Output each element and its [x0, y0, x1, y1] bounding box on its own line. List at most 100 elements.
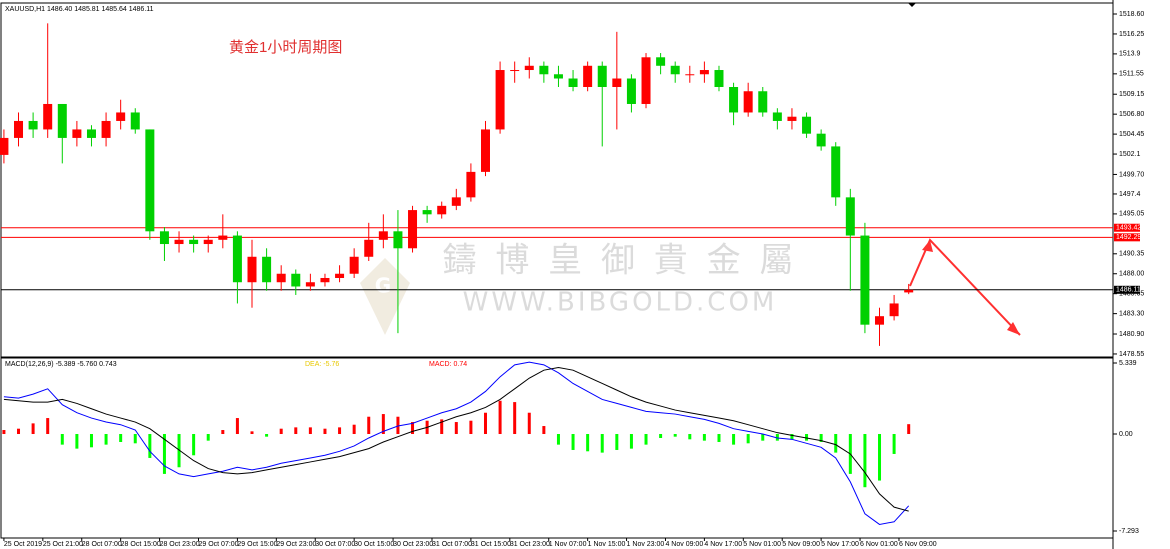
candle-body — [86, 129, 96, 138]
y-tick-label: 1497.4 — [1119, 191, 1141, 198]
x-tick-label: 1 Nov 15:00 — [588, 541, 626, 548]
candle-body — [276, 273, 286, 283]
histogram-bar — [644, 434, 648, 445]
histogram-bar — [527, 412, 531, 435]
histogram-bar — [688, 434, 692, 440]
price-level-box — [1114, 223, 1140, 232]
x-tick-label: 31 Oct 07:00 — [432, 541, 472, 548]
candle-body — [335, 273, 345, 278]
histogram-bar — [235, 418, 239, 435]
candle-body — [247, 256, 257, 283]
x-tick-label: 30 Oct 07:00 — [315, 541, 355, 548]
candle-body — [130, 112, 140, 130]
y-tick-label: 1485.65 — [1119, 291, 1144, 298]
histogram-bar — [469, 420, 473, 435]
candle-body — [437, 205, 447, 215]
candle-body — [364, 239, 374, 257]
candle-body — [816, 133, 826, 147]
candle-body — [656, 57, 666, 66]
histogram-bar — [498, 400, 502, 435]
chart-title: XAUUSD,H1 1486.40 1485.81 1485.64 1486.1… — [5, 6, 154, 13]
candle-body — [101, 120, 111, 138]
histogram-bar — [206, 434, 210, 441]
histogram-bar — [192, 434, 196, 456]
y-tick-label: 1511.55 — [1119, 71, 1144, 78]
histogram-bar — [352, 424, 356, 435]
histogram-bar — [2, 430, 6, 435]
candle-body — [349, 256, 359, 274]
x-tick-label: 4 Nov 09:00 — [665, 541, 703, 548]
histogram-bar — [790, 434, 794, 440]
candle-body — [889, 303, 899, 317]
y-tick-label: 1488.00 — [1119, 271, 1144, 278]
x-tick-label: 25 Oct 2019 — [4, 541, 42, 548]
histogram-bar — [119, 434, 123, 442]
x-tick-label: 1 Nov 07:00 — [549, 541, 587, 548]
candle-body — [232, 235, 242, 283]
y-tick-label: 1504.45 — [1119, 131, 1144, 138]
histogram-bar — [673, 434, 677, 437]
candle-body — [831, 146, 841, 198]
histogram-bar — [775, 434, 779, 441]
y-tick-label: 1499.70 — [1119, 171, 1144, 178]
candle-body — [743, 91, 753, 113]
histogram-bar — [586, 434, 590, 452]
x-tick-label: 1 Nov 23:00 — [627, 541, 665, 548]
x-tick-label: 31 Oct 15:00 — [471, 541, 511, 548]
histogram-bar — [907, 424, 911, 435]
histogram-bar — [440, 419, 444, 435]
candle-body — [291, 273, 301, 287]
candle-body — [57, 103, 67, 138]
candle-body — [553, 74, 563, 79]
candle-body — [174, 239, 184, 245]
candle-body — [772, 112, 782, 121]
price-level-label: 1486.11 — [1116, 287, 1141, 294]
y-tick-label: 1483.30 — [1119, 310, 1144, 317]
histogram-bar — [308, 427, 312, 435]
x-tick-label: 25 Oct 21:00 — [43, 541, 83, 548]
candle-body — [378, 231, 388, 240]
price-level-label: 1492.29 — [1116, 234, 1141, 241]
price-level-label: 1493.42 — [1116, 225, 1141, 232]
x-tick-label: 29 Oct 15:00 — [237, 541, 277, 548]
histogram-bar — [878, 434, 882, 481]
arrows — [909, 238, 1021, 336]
histogram-bar — [717, 434, 721, 442]
y-tick-label: 1495.05 — [1119, 211, 1144, 218]
candle-body — [451, 197, 461, 206]
histogram-bar — [746, 434, 750, 444]
y-tick-label: 5.339 — [1119, 360, 1137, 367]
histogram-bar — [513, 402, 517, 435]
histogram-bar — [265, 434, 269, 437]
candle-body — [159, 231, 169, 245]
histogram-bar — [381, 414, 385, 435]
y-tick-label: 0.00 — [1119, 431, 1133, 438]
candle-body — [218, 235, 228, 240]
shift-marker — [908, 3, 916, 7]
candle-body — [904, 289, 914, 293]
candle-body — [262, 256, 272, 283]
histogram-bar — [892, 434, 896, 454]
candle-body — [524, 65, 534, 71]
macd-title: MACD(12,26,9) -5.389 -5.760 0.743 — [5, 361, 117, 368]
histogram-bar — [732, 434, 736, 445]
candle-body — [685, 74, 695, 76]
candle-body — [203, 239, 213, 245]
candle-body — [539, 65, 549, 75]
histogram-bar — [75, 434, 79, 449]
candle-body — [466, 171, 476, 198]
y-tick-label: 1509.15 — [1119, 91, 1144, 98]
candle-body — [670, 65, 680, 75]
histogram-bar — [104, 434, 108, 445]
histogram-bar — [89, 434, 93, 448]
x-tick-label: 31 Oct 23:00 — [510, 541, 550, 548]
x-tick-label: 28 Oct 07:00 — [82, 541, 122, 548]
candle-body — [758, 91, 768, 113]
candle-body — [875, 316, 885, 325]
x-tick-label: 30 Oct 15:00 — [354, 541, 394, 548]
y-tick-label: 1490.35 — [1119, 251, 1144, 258]
histogram-bar — [31, 423, 35, 435]
candle-body — [714, 70, 724, 87]
x-tick-label: 29 Oct 23:00 — [276, 541, 316, 548]
